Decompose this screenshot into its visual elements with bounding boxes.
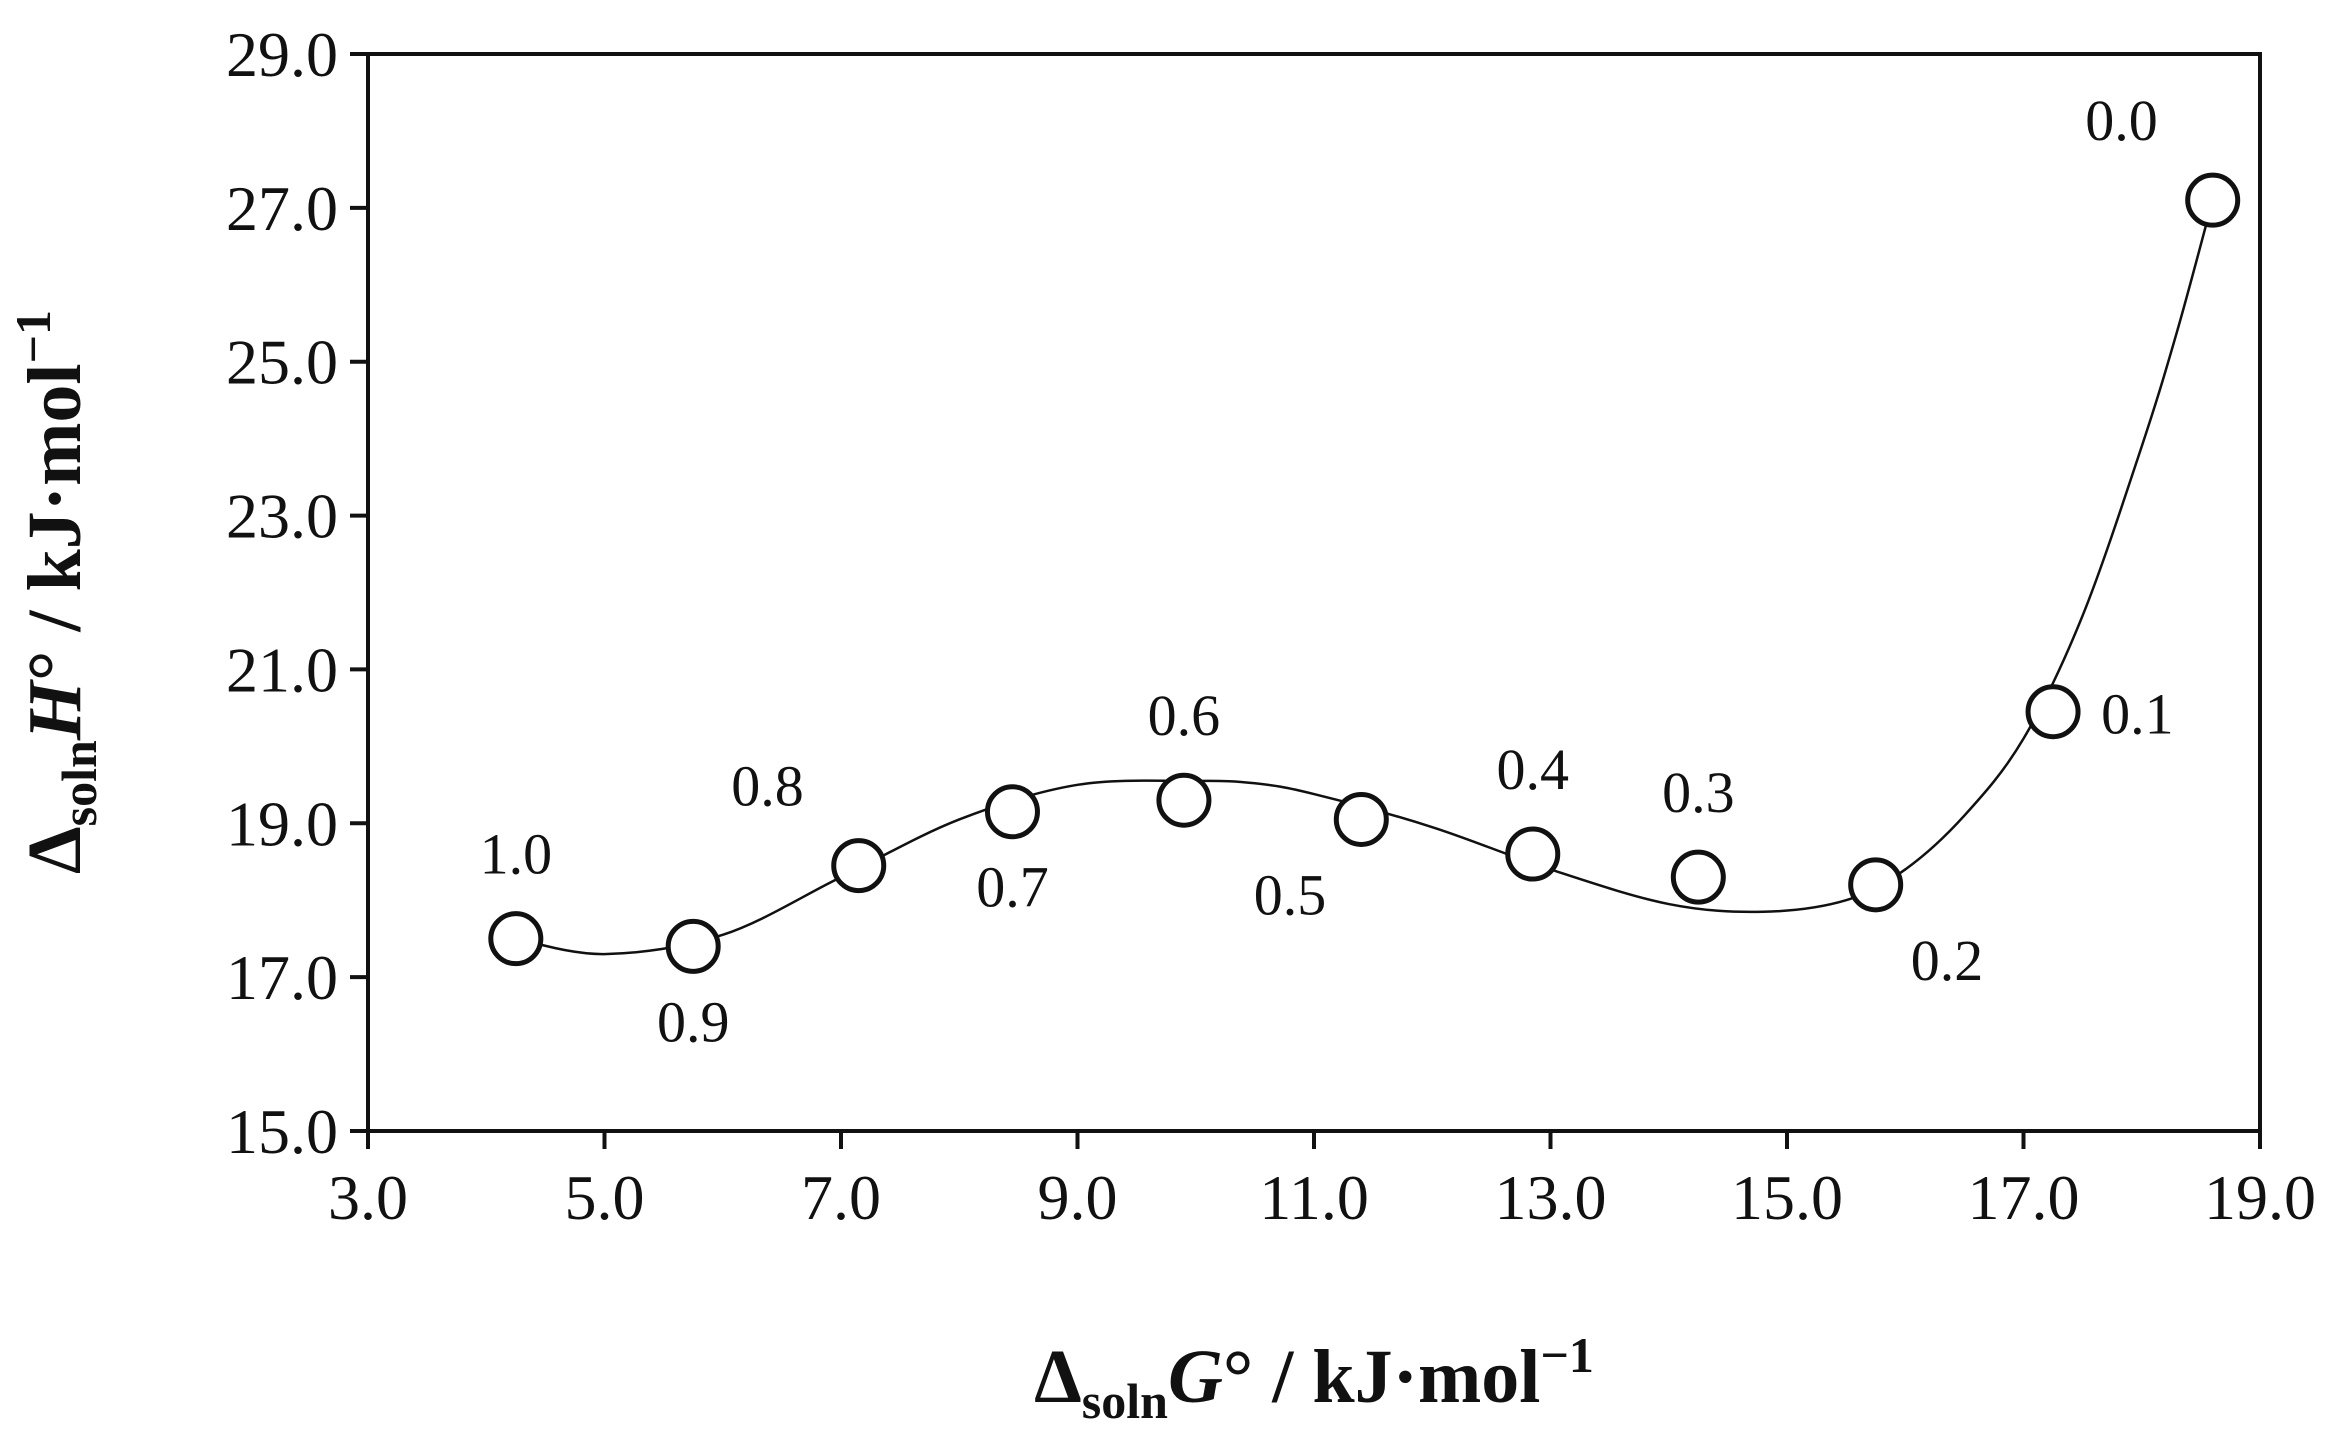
point-label: 0.1 bbox=[2101, 682, 2174, 747]
point-label: 0.9 bbox=[657, 989, 730, 1054]
x-tick-label: 9.0 bbox=[1038, 1162, 1118, 1233]
x-tick-label: 11.0 bbox=[1259, 1162, 1369, 1233]
data-point bbox=[488, 911, 544, 967]
data-point bbox=[984, 784, 1040, 840]
data-point bbox=[1848, 857, 1904, 913]
y-tick-label: 25.0 bbox=[226, 327, 338, 398]
x-tick-label: 19.0 bbox=[2204, 1162, 2316, 1233]
data-point bbox=[1670, 849, 1726, 905]
x-tick-label: 13.0 bbox=[1495, 1162, 1607, 1233]
x-axis-title: ΔsolnG° / kJ·mol−1 bbox=[1034, 1327, 1594, 1429]
x-tick-label: 17.0 bbox=[1968, 1162, 2080, 1233]
data-points-layer bbox=[488, 172, 2241, 974]
data-point bbox=[2185, 172, 2241, 228]
point-label: 1.0 bbox=[480, 822, 553, 887]
y-axis-title-symbol: H bbox=[13, 678, 97, 741]
y-tick-label: 27.0 bbox=[226, 173, 338, 244]
point-label: 0.5 bbox=[1254, 862, 1327, 927]
y-tick-label: 17.0 bbox=[226, 942, 338, 1013]
y-axis-title-sub: soln bbox=[51, 740, 107, 826]
x-tick-label: 3.0 bbox=[328, 1162, 408, 1233]
point-label: 0.6 bbox=[1148, 683, 1221, 748]
data-point bbox=[1505, 826, 1561, 882]
data-point bbox=[1333, 791, 1389, 847]
point-labels-layer: 1.0 0.9 0.8 0.7 0.6 0.5 0.4 0.3 0.2 0.1 0.0 bbox=[480, 88, 2174, 1054]
point-label: 0.4 bbox=[1497, 737, 1570, 802]
point-label: 0.0 bbox=[2085, 88, 2158, 153]
x-axis-title-symbol: G bbox=[1168, 1335, 1223, 1419]
point-label: 0.8 bbox=[731, 754, 804, 819]
y-axis-title-delta: Δ bbox=[13, 826, 97, 874]
x-axis-title-unit: ° / kJ·mol bbox=[1223, 1335, 1541, 1419]
y-axis-title-unit: ° / kJ·mol bbox=[13, 364, 97, 682]
y-axis-title-sup: −1 bbox=[5, 310, 61, 364]
x-axis-title-delta: Δ bbox=[1034, 1335, 1082, 1419]
point-label: 0.7 bbox=[976, 855, 1049, 920]
y-tick-label: 21.0 bbox=[226, 634, 338, 705]
point-label: 0.2 bbox=[1911, 928, 1984, 993]
y-tick-label: 29.0 bbox=[226, 19, 338, 90]
x-axis-title-sub: soln bbox=[1082, 1373, 1168, 1429]
data-point bbox=[831, 838, 887, 894]
x-tick-label: 15.0 bbox=[1731, 1162, 1843, 1233]
y-tick-label: 19.0 bbox=[226, 788, 338, 859]
data-point bbox=[1156, 772, 1212, 828]
x-tick-label: 7.0 bbox=[801, 1162, 881, 1233]
x-axis-title-sup: −1 bbox=[1540, 1327, 1594, 1383]
y-axis-ticks: 15.0 17.0 19.0 21.0 23.0 25.0 27.0 29.0 bbox=[226, 19, 368, 1167]
point-label: 0.3 bbox=[1662, 760, 1735, 825]
y-axis-title: ΔsolnH° / kJ·mol−1 bbox=[5, 310, 107, 874]
x-axis-ticks: 3.0 5.0 7.0 9.0 11.0 13.0 15.0 17.0 19.0 bbox=[328, 1131, 2316, 1233]
data-point bbox=[665, 918, 721, 974]
y-tick-label: 23.0 bbox=[226, 481, 338, 552]
data-point bbox=[2025, 684, 2081, 740]
y-tick-label: 15.0 bbox=[226, 1096, 338, 1167]
x-tick-label: 5.0 bbox=[565, 1162, 645, 1233]
